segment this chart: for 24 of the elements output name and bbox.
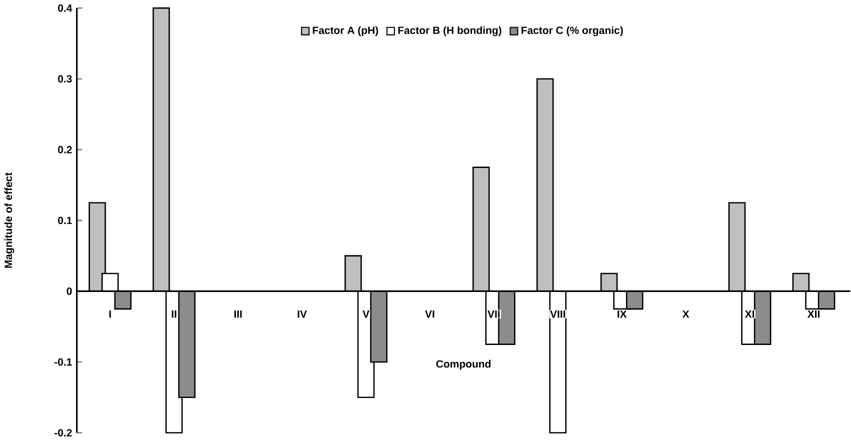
y-tick-label: 0.3 — [58, 75, 72, 83]
x-tick-label: VI — [425, 310, 434, 318]
x-tick-label: III — [234, 310, 242, 318]
y-tick-label: 0 — [66, 288, 72, 295]
x-tick-label: VIII — [550, 310, 566, 318]
x-tick-label: XII — [807, 310, 820, 318]
x-tick-label: V — [362, 310, 370, 318]
x-tick-label: IV — [298, 310, 307, 318]
legend-label: Factor C (% organic) — [522, 26, 623, 36]
y-tick-label: 0.4 — [58, 4, 72, 12]
y-tick-label: 0.2 — [58, 146, 72, 154]
y-tick-label: -0.1 — [54, 358, 72, 366]
y-axis-title: Magnitude of effect — [4, 172, 14, 268]
x-axis-title: Compound — [436, 360, 490, 370]
y-tick-label: 0.1 — [58, 216, 72, 224]
x-tick-label: IX — [618, 310, 627, 318]
x-tick-label: X — [682, 310, 690, 318]
x-tick-label: XI — [744, 310, 754, 318]
legend-label: Factor A (pH) — [312, 26, 378, 36]
x-tick-label: II — [172, 310, 176, 318]
legend-label: Factor B (H bonding) — [398, 26, 502, 36]
y-tick-label: -0.2 — [54, 429, 72, 437]
x-tick-label: I — [109, 310, 111, 318]
x-tick-label: VII — [488, 310, 500, 318]
